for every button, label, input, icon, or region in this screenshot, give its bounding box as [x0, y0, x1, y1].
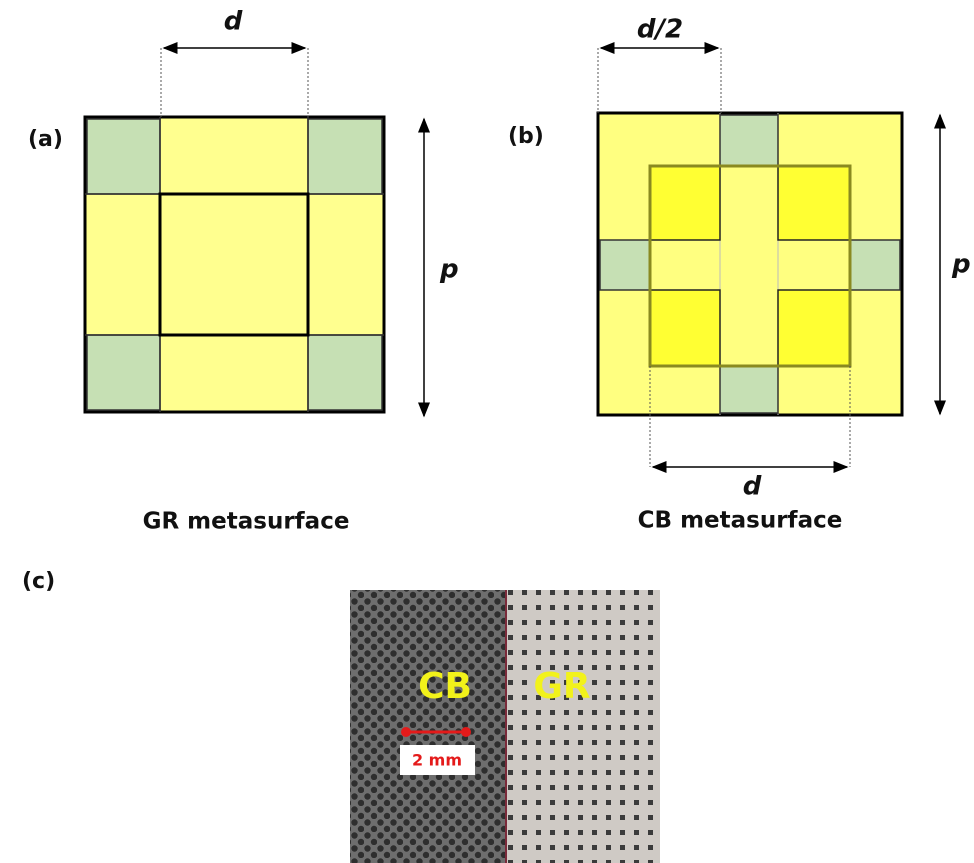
caption: CB metasurface: [638, 508, 843, 534]
yellow-patch: [650, 290, 720, 366]
green-patch: [87, 335, 160, 410]
dimension-label: d/2: [637, 15, 683, 45]
gr-sample: [506, 590, 660, 863]
panel-a: (a) d p GR metasurface: [28, 7, 459, 535]
panel-b: (b) d/2 d p CB metasurface: [508, 15, 971, 534]
green-patch: [308, 335, 382, 410]
cb-sample: [350, 590, 506, 863]
green-patch: [600, 240, 650, 290]
photo-label: GR: [533, 666, 590, 707]
yellow-patch: [778, 290, 850, 366]
scale-label: 2 mm: [412, 751, 462, 770]
green-patch: [87, 119, 160, 194]
dimension-label: d: [743, 472, 762, 502]
scale-bar-end: [461, 727, 471, 737]
page: {"panels": [ {"label": "(a)", "dimension…: [0, 0, 974, 863]
green-patch: [308, 119, 382, 194]
yellow-patch: [778, 166, 850, 240]
figure: (a) d p GR metasurface (b): [0, 0, 974, 863]
caption: GR metasurface: [143, 509, 350, 535]
panel-label: (a): [28, 127, 63, 152]
yellow-patch: [650, 166, 720, 240]
panel-label: (c): [22, 569, 55, 594]
dimension-label: p: [439, 255, 459, 285]
dimension-label: d: [224, 7, 243, 37]
scale-bar-end: [401, 727, 411, 737]
dimension-label: p: [951, 250, 971, 280]
panel-label: (b): [508, 124, 544, 149]
photo-label: CB: [418, 666, 472, 707]
green-patch: [720, 115, 778, 166]
green-patch: [720, 366, 778, 413]
green-patch: [850, 240, 900, 290]
panel-c: (c) CB GR 2 mm: [22, 569, 660, 863]
